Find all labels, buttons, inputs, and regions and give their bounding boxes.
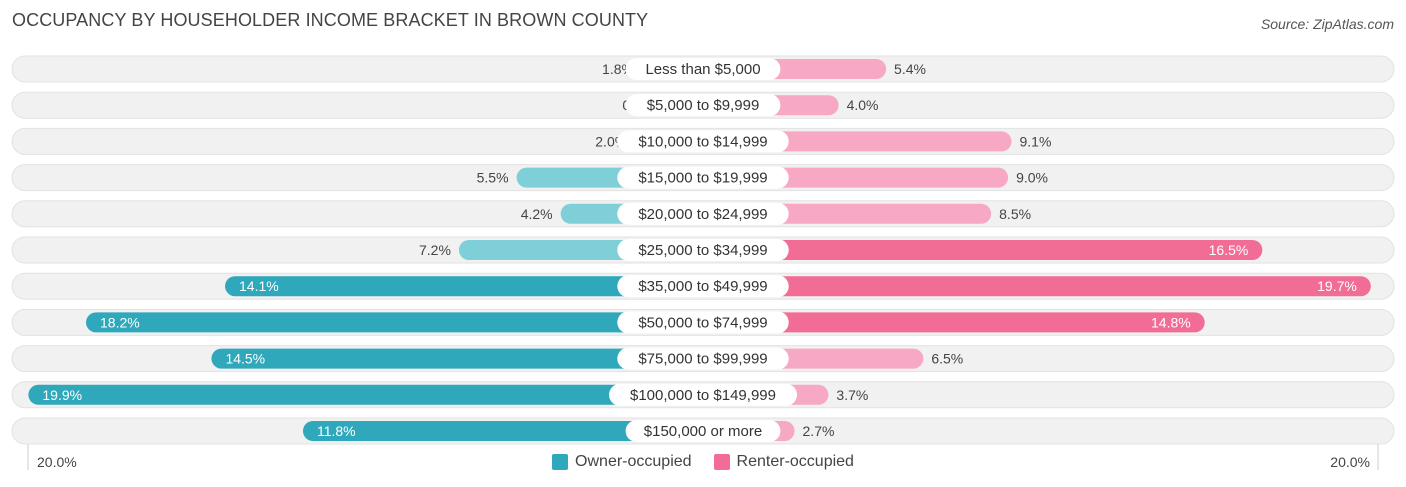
category-label-bg — [617, 202, 789, 225]
legend-swatch-owner — [552, 454, 569, 470]
renter-value-label: 5.4% — [894, 61, 926, 77]
renter-value-label: 4.0% — [847, 97, 879, 113]
category-label: $15,000 to $19,999 — [638, 170, 767, 187]
owner-value-label: 1.8% — [602, 61, 634, 77]
legend: Owner-occupied Renter-occupied — [0, 453, 1406, 471]
legend-swatch-renter — [713, 454, 730, 470]
owner-bar — [302, 421, 703, 441]
category-label-bg — [617, 130, 789, 153]
owner-value-label: 18.2% — [100, 314, 140, 330]
renter-value-label: 2.7% — [803, 423, 835, 439]
category-label-bg — [617, 347, 789, 370]
category-label-bg — [617, 275, 789, 298]
category-label-bg — [609, 383, 797, 406]
owner-value-label: 11.8% — [317, 423, 356, 439]
renter-value-label: 19.7% — [1317, 278, 1357, 294]
category-label-bg — [625, 58, 781, 80]
renter-bar — [703, 312, 1205, 333]
legend-item-renter: Renter-occupied — [713, 453, 854, 471]
owner-bar — [86, 312, 703, 333]
owner-value-label: 7.2% — [419, 242, 451, 258]
chart-title: OCCUPANCY BY HOUSEHOLDER INCOME BRACKET … — [12, 10, 649, 30]
renter-bar — [703, 240, 1263, 260]
legend-item-owner: Owner-occupied — [552, 453, 692, 471]
renter-value-label: 14.8% — [1151, 314, 1191, 330]
category-label: $5,000 to $9,999 — [647, 97, 760, 114]
renter-value-label: 8.5% — [999, 206, 1031, 222]
renter-value-label: 9.0% — [1016, 170, 1048, 186]
category-label: $25,000 to $34,999 — [638, 242, 767, 259]
category-label: $10,000 to $14,999 — [638, 133, 767, 150]
category-label: $35,000 to $49,999 — [638, 278, 767, 295]
category-label: $100,000 to $149,999 — [630, 387, 776, 404]
category-label-bg — [617, 239, 789, 261]
category-label: $150,000 or more — [644, 423, 762, 440]
category-label-bg — [625, 94, 781, 117]
owner-bar — [28, 384, 703, 405]
owner-value-label: 4.2% — [521, 206, 553, 222]
category-label: $75,000 to $99,999 — [638, 351, 767, 368]
category-label: Less than $5,000 — [645, 61, 760, 78]
owner-bar — [211, 348, 703, 369]
renter-bar — [703, 276, 1371, 297]
category-label-bg — [625, 420, 781, 442]
owner-value-label: 19.9% — [42, 387, 82, 403]
owner-bar — [225, 276, 703, 297]
legend-label-owner: Owner-occupied — [575, 453, 692, 470]
renter-value-label: 9.1% — [1019, 133, 1051, 149]
renter-value-label: 16.5% — [1209, 242, 1249, 258]
category-label: $50,000 to $74,999 — [638, 314, 767, 331]
legend-label-renter: Renter-occupied — [736, 453, 854, 470]
renter-value-label: 3.7% — [836, 387, 868, 403]
source-credit: Source: ZipAtlas.com — [1260, 16, 1394, 32]
category-label-bg — [617, 311, 789, 334]
owner-value-label: 14.1% — [239, 278, 279, 294]
owner-value-label: 14.5% — [225, 351, 265, 367]
category-label-bg — [617, 166, 789, 189]
axis-right-label: 20.0% — [1330, 454, 1370, 470]
category-label: $20,000 to $24,999 — [638, 206, 767, 223]
renter-value-label: 6.5% — [931, 351, 963, 367]
owner-value-label: 5.5% — [477, 170, 509, 186]
axis-left-label: 20.0% — [37, 454, 77, 470]
